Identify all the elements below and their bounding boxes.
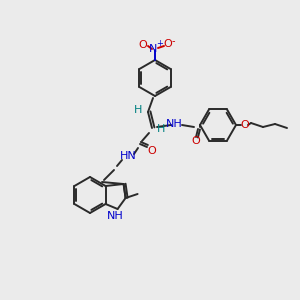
Text: O: O xyxy=(192,136,200,146)
Text: -: - xyxy=(171,36,175,46)
Text: H: H xyxy=(134,105,142,115)
Text: NH: NH xyxy=(166,119,182,129)
Text: NH: NH xyxy=(107,211,124,221)
Text: HN: HN xyxy=(120,151,136,161)
Text: O: O xyxy=(241,120,249,130)
Text: O: O xyxy=(164,39,172,49)
Text: H: H xyxy=(157,124,165,134)
Text: +: + xyxy=(157,38,164,47)
Text: O: O xyxy=(148,146,156,156)
Text: O: O xyxy=(139,40,147,50)
Text: N: N xyxy=(149,44,157,54)
